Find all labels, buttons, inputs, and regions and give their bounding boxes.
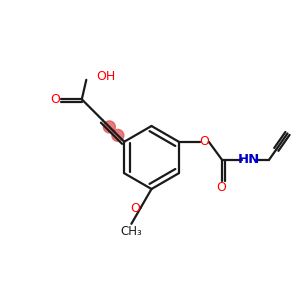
Text: CH₃: CH₃ xyxy=(121,225,142,238)
Text: O: O xyxy=(199,135,209,148)
Circle shape xyxy=(112,129,124,141)
Circle shape xyxy=(103,121,116,133)
Text: O: O xyxy=(50,93,60,106)
Text: O: O xyxy=(216,182,226,194)
Text: O: O xyxy=(130,202,140,215)
Text: OH: OH xyxy=(96,70,115,83)
Text: HN: HN xyxy=(238,153,260,166)
